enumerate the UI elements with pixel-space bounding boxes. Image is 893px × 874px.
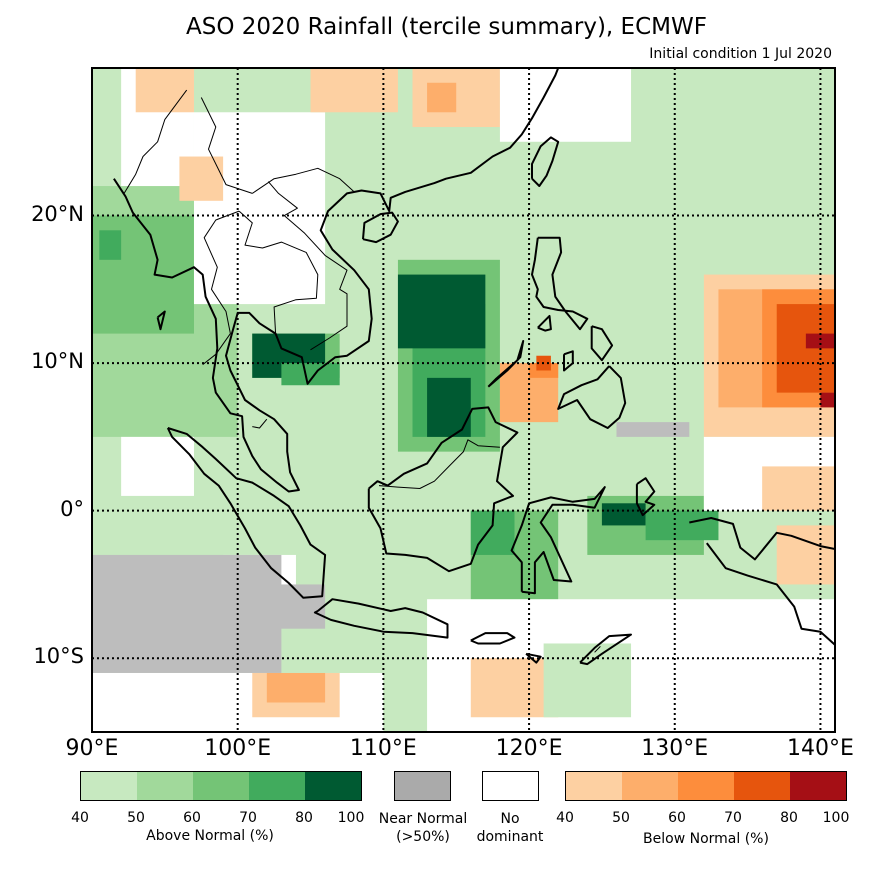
country-border-4 [267,181,348,351]
chart-title: ASO 2020 Rainfall (tercile summary), ECM… [186,14,707,40]
below-tick-40: 40 [556,810,574,826]
above-tick-50: 50 [127,810,145,826]
no-dominant-caption-line1: No [500,811,520,827]
coastline-19 [156,310,166,331]
above-swatch-2 [137,772,193,800]
tercile-region-38 [237,584,326,629]
coastline-11 [531,236,589,331]
tercile-region-8 [310,68,398,113]
lat-label-20: 20°N [31,201,84,226]
graticule [92,68,835,732]
near-normal-caption-line2: (>50%) [396,829,450,845]
initial-condition-label: Initial condition 1 Jul 2020 [649,46,832,62]
below-swatch-2 [622,772,678,800]
below-swatch-4 [734,772,790,800]
lon-label-140: 140°E [786,736,854,761]
near-normal-caption-line1: Near Normal [378,811,468,827]
tercile-region-16 [427,377,471,437]
coastline-7 [635,477,656,517]
tercile-region-45 [121,436,194,496]
coastline-3 [166,427,327,599]
lat-label--10: 10°S [33,644,84,669]
tercile-region-7 [135,68,194,113]
no-dominant-caption: No dominant [460,810,560,846]
above-tick-80: 80 [295,810,313,826]
below-tick-80: 80 [780,810,798,826]
tercile-region-41 [266,672,326,703]
above-tick-60: 60 [183,810,201,826]
below-normal-caption: Below Normal (%) [643,831,769,847]
above-normal-caption: Above Normal (%) [146,828,274,844]
coastline-14 [487,340,525,388]
tercile-region-4 [193,112,326,305]
below-normal-colorbar [565,771,847,801]
below-tick-50: 50 [612,810,630,826]
below-tick-70: 70 [724,810,742,826]
country-border-8 [594,646,601,653]
lat-label-10: 10°N [31,349,84,374]
country-border-2 [238,210,319,334]
tercile-fill-layer [92,68,835,732]
coastline-16 [470,632,516,645]
coastline-12 [590,325,614,362]
tercile-region-6 [179,156,224,201]
coastline-13 [563,350,574,372]
below-tick-60: 60 [668,810,686,826]
country-border-1 [200,97,253,194]
coastline-10 [557,365,627,429]
country-border-5 [202,210,240,365]
lon-label-100: 100°E [204,736,272,761]
no-dominant-swatch [482,771,539,801]
below-tick-100: 100 [822,810,850,826]
above-normal-colorbar [80,771,362,801]
below-swatch-3 [678,772,734,800]
lon-label-120: 120°E [495,736,563,761]
above-swatch-5 [305,772,361,800]
above-swatch-1 [81,772,137,800]
tercile-region-32 [762,466,835,511]
tercile-region-23 [601,503,646,526]
coastline-2 [531,136,560,187]
tercile-region-24 [645,510,719,541]
tercile-region-46 [616,422,690,437]
tercile-region-30 [820,392,835,408]
coastline-9 [706,542,835,646]
lon-label-130: 130°E [641,736,709,761]
above-tick-100: 100 [337,810,365,826]
lon-label-110: 110°E [349,736,417,761]
above-tick-70: 70 [239,810,257,826]
tercile-region-19 [281,363,340,386]
above-tick-40: 40 [71,810,89,826]
coastline-layer [113,68,835,666]
tercile-region-15 [397,274,486,349]
country-border-3 [252,167,355,194]
above-swatch-3 [193,772,249,800]
below-swatch-5 [790,772,846,800]
near-normal-swatch [394,771,451,801]
coastline-0 [113,68,560,493]
lat-label-0: 0° [60,496,84,521]
tercile-region-29 [805,333,835,349]
coastline-1 [362,211,399,244]
coastline-6 [510,486,606,595]
below-swatch-1 [566,772,622,800]
coastline-8 [689,517,835,561]
country-border-7 [378,439,500,489]
country-border-0 [123,89,188,194]
country-border-6 [252,418,268,429]
tercile-region-11 [499,68,632,142]
no-dominant-caption-line2: dominant [476,829,544,845]
coastline-17 [525,652,542,664]
lon-label-90: 90°E [65,736,119,761]
coastline-15 [537,314,552,332]
map-frame [91,67,836,733]
tercile-region-10 [427,82,457,113]
above-swatch-4 [249,772,305,800]
near-normal-caption: Near Normal (>50%) [368,810,478,846]
coastline-4 [313,598,449,639]
coastline-5 [367,406,519,573]
coastline-18 [579,633,632,666]
tercile-region-3 [99,230,122,260]
